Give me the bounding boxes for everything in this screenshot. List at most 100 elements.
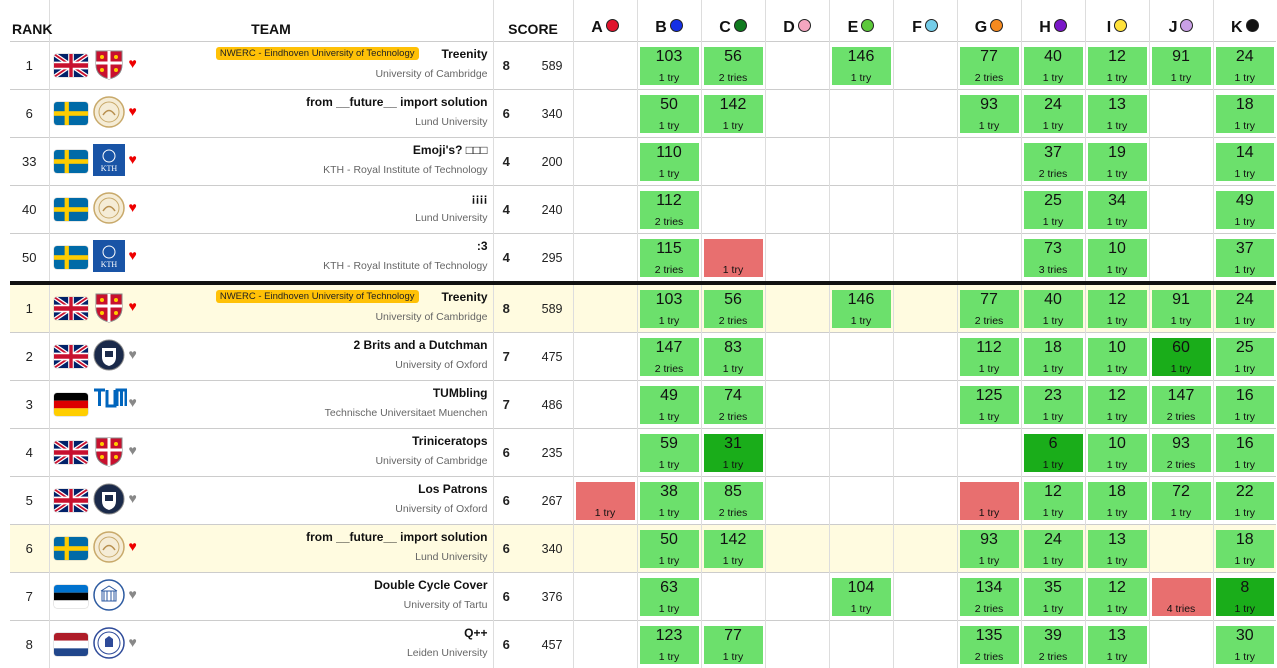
failed-attempt-box[interactable]: 1 try (960, 482, 1019, 520)
favorite-heart-icon[interactable]: ♥ (129, 55, 137, 71)
problem-header-d[interactable]: D (765, 0, 829, 42)
team-name[interactable]: Treenity (441, 47, 487, 61)
team-cell[interactable]: KTH♥Emoji's? □□□KTH - Royal Institute of… (49, 138, 493, 186)
problem-cell-g[interactable]: 1 try (957, 477, 1021, 525)
team-row[interactable]: 1♥NWERC - Eindhoven University of Techno… (10, 42, 1276, 90)
team-header[interactable]: TEAM (49, 0, 493, 42)
failed-attempt-box[interactable]: 1 try (704, 239, 763, 277)
team-row[interactable]: 1♥NWERC - Eindhoven University of Techno… (10, 283, 1276, 333)
failed-attempt-box[interactable]: 4 tries (1152, 578, 1211, 616)
team-cell[interactable]: ♥NWERC - Eindhoven University of Technol… (49, 42, 493, 90)
failed-attempt-box[interactable]: 1 try (576, 482, 635, 520)
favorite-heart-icon[interactable]: ♥ (129, 634, 137, 650)
team-name[interactable]: ¡¡¡¡ (472, 191, 488, 205)
favorite-heart-icon[interactable]: ♥ (129, 586, 137, 602)
team-name[interactable]: Double Cycle Cover (374, 578, 487, 592)
team-name[interactable]: from __future__ import solution (306, 95, 487, 109)
team-name[interactable]: Treenity (441, 290, 487, 304)
favorite-heart-icon[interactable]: ♥ (129, 346, 137, 362)
problem-header-g[interactable]: G (957, 0, 1021, 42)
